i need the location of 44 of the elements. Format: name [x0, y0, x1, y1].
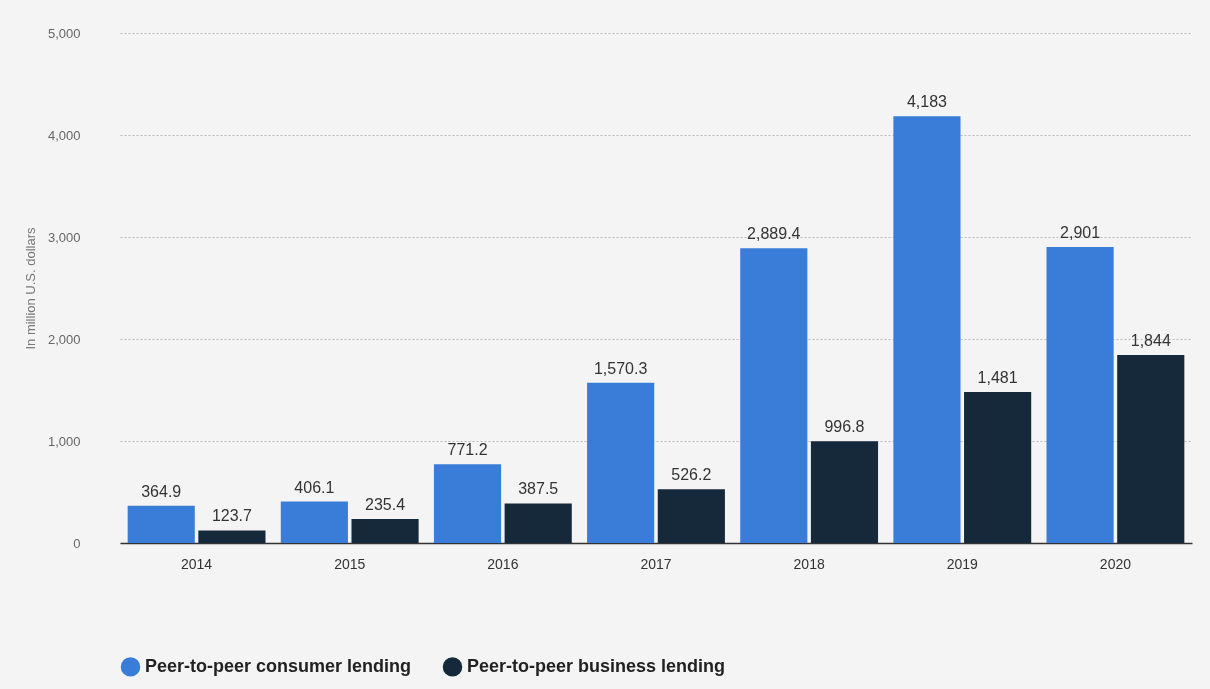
data-label: 996.8: [824, 418, 865, 436]
y-axis-title: In million U.S. dollars: [22, 226, 38, 350]
bar: [433, 464, 502, 543]
bar: [810, 441, 879, 543]
y-tick-label: 0: [73, 535, 81, 551]
x-tick-label: 2015: [334, 555, 366, 572]
data-label: 2,889.4: [747, 225, 801, 243]
bar: [740, 248, 808, 543]
data-label: 406.1: [294, 478, 335, 496]
bar: [504, 503, 572, 543]
x-tick-label: 2016: [487, 555, 519, 572]
x-tick-label: 2017: [640, 555, 672, 572]
y-tick-label: 4,000: [47, 127, 81, 143]
bar: [351, 518, 419, 543]
y-tick-label: 3,000: [47, 229, 81, 245]
data-label: 1,481: [977, 368, 1018, 386]
bar: [964, 391, 1032, 543]
bar: [587, 382, 655, 543]
data-label: 364.9: [141, 482, 182, 500]
x-tick-label: 2019: [946, 555, 979, 572]
bar: [1046, 247, 1114, 543]
data-label: 4,183: [906, 93, 948, 111]
data-label: 1,570.3: [593, 359, 648, 377]
x-tick-label: 2020: [1099, 555, 1132, 572]
legend-label: Peer-to-peer business lending: [467, 655, 726, 676]
y-tick-label: 2,000: [47, 331, 81, 347]
data-label: 1,844: [1130, 331, 1171, 349]
data-label: 387.5: [518, 480, 559, 498]
data-label: 235.4: [365, 495, 406, 513]
bar: [127, 505, 195, 543]
y-tick-label: 1,000: [47, 433, 81, 449]
bar: [893, 116, 961, 543]
data-label: 2,901: [1060, 224, 1101, 242]
x-tick-label: 2018: [793, 555, 825, 572]
x-tick-label: 2014: [180, 555, 213, 572]
data-label: 526.2: [671, 466, 712, 484]
bar: [1117, 354, 1185, 543]
bar: [280, 501, 348, 543]
data-label: 771.2: [447, 441, 488, 459]
legend-label: Peer-to-peer consumer lending: [145, 655, 412, 676]
data-label: 123.7: [211, 507, 253, 525]
bar: [657, 489, 725, 543]
y-tick-label: 5,000: [47, 25, 81, 41]
bar: [198, 530, 266, 543]
